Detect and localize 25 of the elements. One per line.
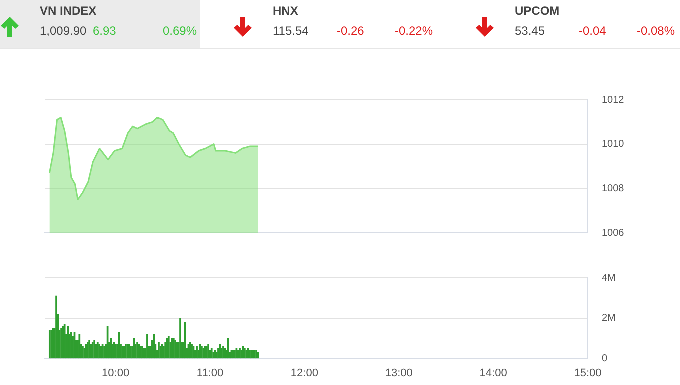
y-tick-label: 1006 [602, 228, 625, 239]
text: UPCOM [515, 4, 560, 18]
x-tick-label: 13:00 [385, 367, 413, 380]
x-tick-label: 10:00 [102, 367, 130, 380]
x-tick-label: 12:00 [290, 367, 318, 380]
y-tick-label: 0 [602, 354, 608, 365]
y-tick-label: 1010 [602, 139, 625, 150]
text: 0.69% [162, 24, 197, 38]
x-tick-label: 11:00 [196, 367, 224, 380]
text: HNX [273, 4, 298, 18]
text: -0.26 [337, 24, 364, 38]
y-tick-label: 1012 [602, 94, 625, 106]
y-tick-label: 2M [602, 313, 616, 324]
y-tick-label: 1008 [602, 183, 625, 194]
text: 6.93 [93, 24, 116, 38]
text: 53.45 [515, 24, 546, 38]
text: -0.04 [579, 24, 606, 38]
x-tick-label: 15:00 [574, 367, 602, 380]
text: 115.54 [273, 24, 309, 38]
text: -0.22% [394, 24, 433, 38]
text: -0.08% [636, 24, 675, 38]
text: 1,009.90 [40, 24, 87, 38]
x-tick-label: 14:00 [480, 367, 508, 380]
y-tick-label: 4M [602, 272, 616, 284]
text: VN INDEX [40, 4, 97, 18]
